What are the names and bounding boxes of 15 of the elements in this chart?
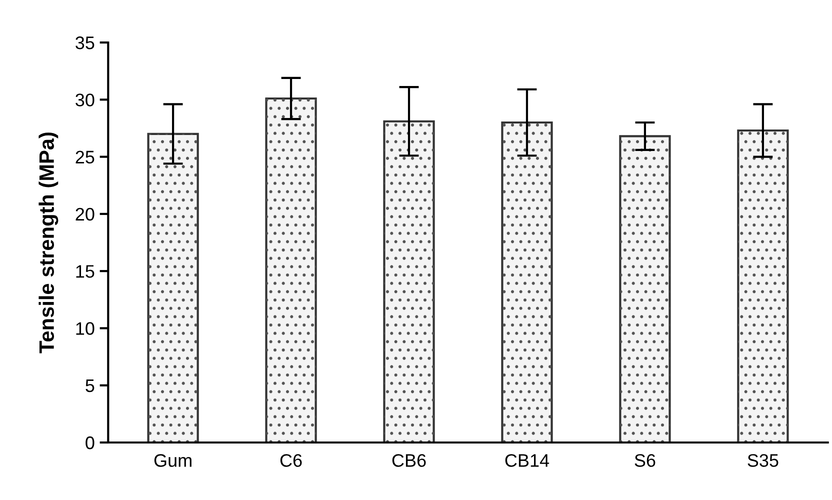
y-tick-label: 0 [86, 436, 94, 450]
y-tick-label: 15 [76, 265, 94, 278]
y-tick-label: 30 [76, 94, 94, 106]
y-tick-label: 35 [76, 36, 94, 50]
x-tick-label: S6 [634, 454, 656, 467]
x-tick-label: CB14 [505, 454, 550, 467]
y-axis-title: Tensile strength (MPa) [38, 132, 58, 354]
x-tick-label: Gum [154, 454, 192, 467]
x-tick-label: CB6 [392, 454, 426, 467]
x-tick-label: C6 [280, 454, 302, 467]
x-tick-label: S35 [748, 454, 778, 467]
y-tick-label: 20 [76, 208, 94, 221]
y-tick-label: 5 [86, 379, 94, 392]
y-tick-label: 10 [76, 322, 94, 335]
y-tick-label: 25 [76, 150, 94, 164]
